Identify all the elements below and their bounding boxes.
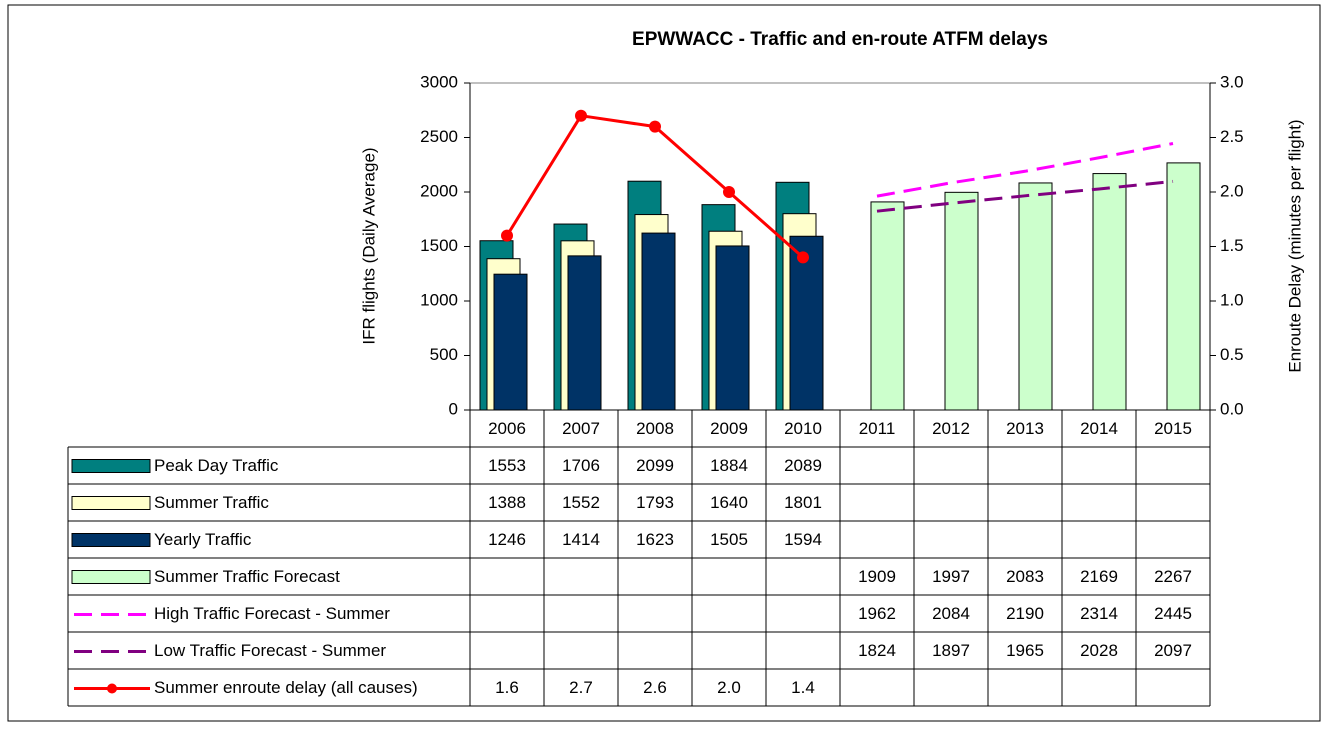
table-value: 2190 xyxy=(1006,604,1044,623)
table-value: 1.6 xyxy=(495,678,519,697)
y2-tick-label: 3.0 xyxy=(1220,72,1244,91)
y-tick-label: 1500 xyxy=(420,236,458,255)
table-value: 2445 xyxy=(1154,604,1192,623)
x-tick-label: 2009 xyxy=(710,419,748,438)
legend-label: Summer Traffic Forecast xyxy=(154,567,340,586)
table-value: 2097 xyxy=(1154,641,1192,660)
legend-key xyxy=(107,683,117,694)
y2-tick-label: 0.5 xyxy=(1220,345,1244,364)
y2-axis-label: Enroute Delay (minutes per flight) xyxy=(1285,119,1304,372)
table-value: 1246 xyxy=(488,530,526,549)
bar xyxy=(641,232,676,411)
table-value: 1897 xyxy=(932,641,970,660)
bar xyxy=(1092,173,1127,411)
table-value: 2.7 xyxy=(569,678,593,697)
line-marker xyxy=(501,229,513,242)
x-tick-label: 2011 xyxy=(859,419,896,438)
y2-tick-label: 2.0 xyxy=(1220,181,1244,200)
table-value: 1414 xyxy=(562,530,600,549)
y-axis-label: IFR flights (Daily Average) xyxy=(359,147,378,344)
bar xyxy=(870,201,905,411)
line-marker xyxy=(723,186,735,198)
line-marker xyxy=(797,251,809,264)
table-value: 2314 xyxy=(1080,604,1118,623)
bar xyxy=(1018,182,1053,411)
bar xyxy=(493,273,528,411)
table-value: 1793 xyxy=(636,493,674,512)
legend-label: High Traffic Forecast - Summer xyxy=(154,604,390,623)
table-value: 2.0 xyxy=(717,678,741,697)
table-value: 1552 xyxy=(562,493,600,512)
table-value: 2084 xyxy=(932,604,970,623)
x-tick-label: 2014 xyxy=(1080,419,1118,438)
bar xyxy=(944,191,979,411)
y2-tick-label: 1.0 xyxy=(1220,290,1244,309)
x-tick-label: 2012 xyxy=(932,419,970,438)
x-tick-label: 2010 xyxy=(784,419,822,438)
table-value: 1640 xyxy=(710,493,748,512)
table-value: 1801 xyxy=(784,493,822,512)
chart-title: EPWWACC - Traffic and en-route ATFM dela… xyxy=(632,29,1048,50)
table-value: 1962 xyxy=(858,604,896,623)
bar xyxy=(1166,162,1201,411)
bar xyxy=(789,235,824,411)
x-tick-label: 2013 xyxy=(1006,419,1044,438)
y-tick-label: 500 xyxy=(430,345,458,364)
table-value: 1997 xyxy=(932,567,970,586)
bar xyxy=(567,255,602,411)
table-value: 2267 xyxy=(1154,567,1192,586)
table-value: 2083 xyxy=(1006,567,1044,586)
table-value: 1388 xyxy=(488,493,526,512)
y2-tick-label: 1.5 xyxy=(1220,236,1244,255)
legend-key xyxy=(71,570,151,584)
table-value: 1553 xyxy=(488,456,526,475)
table-value: 1594 xyxy=(784,530,822,549)
legend-label: Summer enroute delay (all causes) xyxy=(154,678,418,697)
legend-label: Low Traffic Forecast - Summer xyxy=(154,641,386,660)
y-tick-label: 2500 xyxy=(420,127,458,146)
table-value: 2169 xyxy=(1080,567,1118,586)
line-marker xyxy=(649,120,661,133)
table-value: 2028 xyxy=(1080,641,1118,660)
legend-label: Yearly Traffic xyxy=(154,530,252,549)
table-value: 1623 xyxy=(636,530,674,549)
y-tick-label: 3000 xyxy=(420,72,458,91)
table-value: 1909 xyxy=(858,567,896,586)
legend-label: Summer Traffic xyxy=(154,493,269,512)
legend-key xyxy=(71,533,151,547)
line-marker xyxy=(575,109,587,122)
line-series xyxy=(876,179,1174,213)
y2-tick-label: 0.0 xyxy=(1220,399,1244,418)
x-tick-label: 2015 xyxy=(1154,419,1192,438)
table-value: 1824 xyxy=(858,641,896,660)
legend-key xyxy=(71,459,151,473)
y2-tick-label: 2.5 xyxy=(1220,127,1244,146)
y-tick-label: 1000 xyxy=(420,290,458,309)
bar xyxy=(715,245,750,411)
table-value: 1706 xyxy=(562,456,600,475)
x-tick-label: 2008 xyxy=(636,419,674,438)
x-tick-label: 2006 xyxy=(488,419,526,438)
table-value: 1884 xyxy=(710,456,748,475)
table-value: 1965 xyxy=(1006,641,1044,660)
y-tick-label: 0 xyxy=(449,399,458,418)
x-tick-label: 2007 xyxy=(562,419,600,438)
table-value: 2099 xyxy=(636,456,674,475)
table-value: 1.4 xyxy=(791,678,815,697)
table-value: 2.6 xyxy=(643,678,667,697)
table-value: 1505 xyxy=(710,530,748,549)
y-tick-label: 2000 xyxy=(420,181,458,200)
line-series xyxy=(876,142,1174,198)
legend-label: Peak Day Traffic xyxy=(154,456,279,475)
legend-key xyxy=(71,496,151,510)
table-value: 2089 xyxy=(784,456,822,475)
